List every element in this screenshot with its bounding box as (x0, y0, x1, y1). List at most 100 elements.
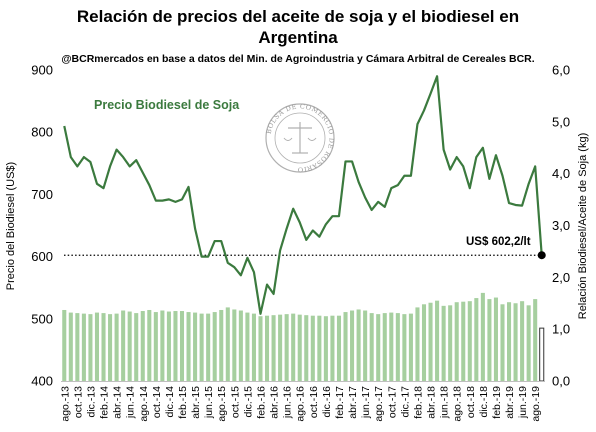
ratio-bar (507, 302, 512, 381)
ratio-bar (278, 314, 283, 381)
seal-scale-pans (283, 137, 317, 141)
chart-title-line-2: Argentina (258, 28, 338, 47)
ratio-bar (539, 327, 545, 382)
ratio-bar (304, 315, 309, 381)
x-tick-label: abr.-19 (504, 386, 516, 419)
ratio-bar (291, 313, 296, 381)
ratio-bar (251, 313, 256, 381)
seal-inner-ring (274, 112, 326, 164)
ratio-bar (238, 310, 243, 381)
ratio-bar (323, 316, 328, 381)
ratio-bar (480, 292, 485, 381)
price-line (63, 75, 543, 315)
ratio-bar (520, 301, 525, 381)
ratio-bar (330, 315, 335, 381)
ratio-bar (415, 307, 420, 381)
ratio-bar (265, 315, 270, 381)
y-tick-left: 400 (31, 374, 53, 389)
x-tick-label: ago.-17 (373, 386, 385, 422)
ratio-bar (193, 312, 198, 381)
ratio-bar (428, 302, 433, 381)
ratio-bar (474, 298, 479, 381)
y-tick-left: 800 (31, 125, 53, 140)
reference-label-box (463, 233, 537, 248)
x-tick-label: oct.-15 (229, 386, 241, 418)
ratio-bar (114, 313, 119, 381)
x-tick-label: feb.-19 (491, 386, 503, 419)
x-tick-label: oct.-13 (72, 386, 84, 418)
ratio-bar (395, 313, 400, 381)
ratio-bar (68, 312, 73, 381)
y-tick-left: 700 (31, 187, 53, 202)
ratio-bar (435, 300, 440, 381)
y-tick-right: 5,0 (552, 114, 570, 129)
x-tick-label: abr.-14 (112, 386, 124, 419)
ratio-bar (402, 314, 407, 381)
x-tick-label: dic.-17 (399, 386, 411, 418)
ratio-bar (75, 313, 80, 381)
y-tick-left: 600 (31, 249, 53, 264)
x-tick-label: jun.-19 (517, 386, 529, 419)
ratio-bar (487, 299, 492, 381)
ratio-bar (94, 312, 100, 381)
ratio-bar (500, 304, 505, 381)
ratio-bar (363, 310, 368, 381)
ratio-bar (271, 315, 276, 381)
ratio-bar (454, 302, 459, 381)
x-tick-label: feb.-16 (255, 386, 267, 419)
price-line-group (63, 75, 546, 315)
x-tick-label: oct.-17 (386, 386, 398, 418)
ratio-bar (173, 311, 178, 381)
y-tick-right: 2,0 (552, 270, 570, 285)
ratio-bar (376, 314, 381, 381)
x-tick-label: dic.-14 (164, 386, 176, 418)
ratio-bar (343, 312, 348, 381)
x-tick-label: oct.-14 (151, 386, 163, 418)
chart-title-line-1: Relación de precios del aceite de soja y… (77, 7, 519, 26)
ratio-bar (140, 311, 145, 381)
ratio-bar (206, 313, 211, 381)
x-tick-label: ago.-15 (216, 386, 228, 422)
y-tick-left: 500 (31, 311, 53, 326)
x-tick-label: ago.-18 (452, 386, 464, 422)
ratio-bar (225, 307, 230, 381)
right-axis: 0,0 1,0 2,0 3,0 4,0 5,0 6,0 (552, 63, 570, 389)
ratio-bar (369, 313, 374, 381)
ratio-bar (212, 312, 217, 381)
ratio-bar (513, 303, 518, 381)
ratio-bar (356, 309, 361, 381)
x-tick-label: dic.-15 (242, 386, 254, 418)
x-tick-label: dic.-16 (321, 386, 333, 418)
x-tick-label: ago.-19 (530, 386, 542, 422)
ratio-bar (493, 297, 498, 381)
ratio-bars (62, 292, 545, 382)
y-tick-right: 0,0 (552, 374, 570, 389)
ratio-bar (284, 314, 289, 381)
y-axis-label-right: Relación Biodiesel/Aceite de Soja (kg) (577, 133, 589, 320)
x-tick-label: abr.-18 (426, 386, 438, 419)
x-tick-label: ago.-16 (295, 386, 307, 422)
ratio-bar (389, 312, 394, 381)
series-label-biodiesel-price: Precio Biodiesel de Soja (94, 98, 240, 112)
x-tick-label: ago.-14 (138, 386, 150, 422)
x-tick-label: jun.-14 (125, 386, 137, 419)
ratio-bar (127, 311, 132, 381)
x-tick-label: dic.-13 (85, 386, 97, 418)
x-tick-label: feb.-15 (177, 386, 189, 419)
last-price-marker (537, 251, 546, 260)
y-tick-left: 900 (31, 63, 53, 78)
x-tick-label: feb.-17 (334, 386, 346, 419)
chart-subtitle: @BCRmercados en base a datos del Min. de… (61, 53, 534, 65)
ratio-bar (317, 315, 322, 381)
ratio-bar (526, 305, 531, 381)
ratio-bar (62, 309, 67, 381)
x-tick-label: feb.-18 (412, 386, 424, 419)
ratio-bar (467, 301, 472, 381)
ratio-bar (232, 309, 237, 381)
x-tick-label: abr.-15 (190, 386, 202, 419)
ratio-bar (179, 311, 185, 381)
x-tick-label: oct.-18 (465, 386, 477, 418)
x-tick-label: ago.-13 (59, 386, 71, 422)
